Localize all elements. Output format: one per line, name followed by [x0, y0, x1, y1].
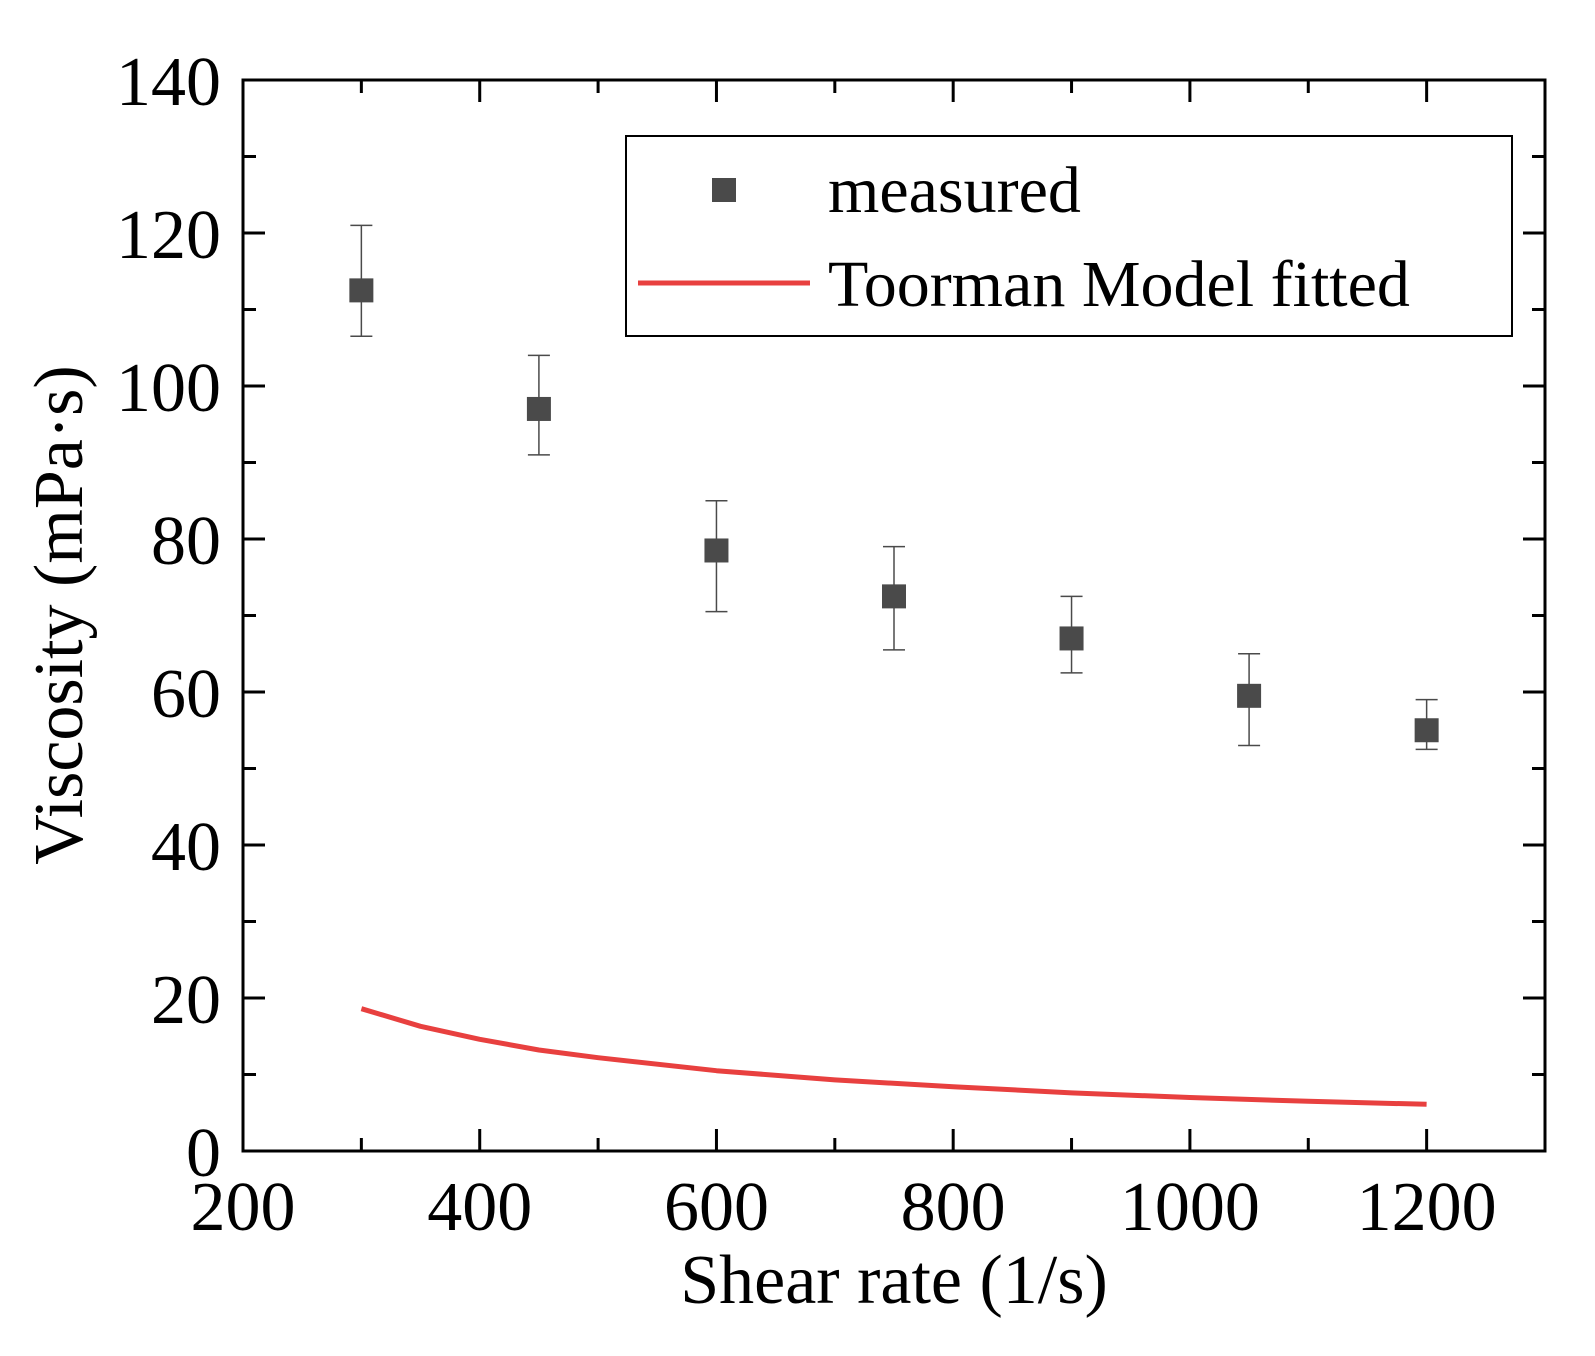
measured-point	[1059, 626, 1084, 651]
measured-point	[704, 538, 729, 563]
y-tick-label: 0	[186, 1115, 221, 1192]
y-axis-title: Viscosity (mPa·s)	[21, 365, 98, 864]
y-tick-label: 80	[151, 503, 221, 580]
legend-label-toorman: Toorman Model fitted	[828, 248, 1410, 321]
plot-frame	[241, 78, 1547, 1153]
measured-points-layer	[349, 224, 1439, 751]
measured-point	[882, 584, 906, 609]
tick-labels: 200 400 600 800 1000 1200 0 20 40 60 80 100 120 140	[116, 44, 1497, 1246]
x-axis-title: Shear rate (1/s)	[680, 1242, 1108, 1319]
measured-point	[1414, 718, 1439, 743]
legend-box	[625, 135, 1513, 337]
y-tick-label: 40	[151, 809, 221, 886]
x-tick-label: 1200	[1357, 1169, 1497, 1246]
measured-point	[1237, 683, 1262, 708]
y-tick-label: 60	[151, 656, 221, 733]
x-tick-label: 400	[427, 1169, 532, 1246]
x-tick-label: 600	[664, 1169, 769, 1246]
x-tick-label: 1000	[1120, 1169, 1260, 1246]
legend-label-measured: measured	[828, 154, 1081, 227]
fit-line-layer	[360, 1006, 1427, 1107]
toorman-fit-line	[360, 1006, 1427, 1107]
y-tick-label: 140	[116, 44, 221, 121]
legend: measured Toorman Model fitted	[625, 135, 1513, 337]
y-tick-label: 20	[151, 962, 221, 1039]
x-tick-label: 200	[191, 1169, 296, 1246]
measured-point	[526, 396, 551, 421]
measured-point	[349, 278, 374, 303]
legend-marker-measured	[712, 178, 736, 202]
x-tick-label: 800	[901, 1169, 1006, 1246]
y-tick-label: 100	[116, 350, 221, 427]
y-tick-label: 120	[116, 197, 221, 274]
